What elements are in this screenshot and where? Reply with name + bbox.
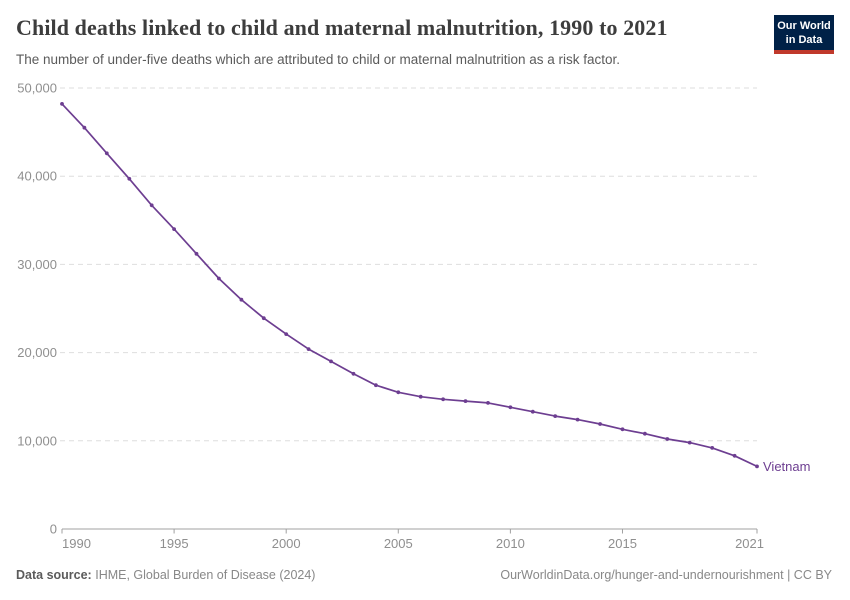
y-axis-label: 30,000 <box>17 257 57 272</box>
data-point[interactable] <box>643 431 647 436</box>
x-axis-label: 2000 <box>272 536 301 551</box>
x-axis-label: 2005 <box>384 536 413 551</box>
y-axis-label: 50,000 <box>17 81 57 96</box>
data-source: Data source: IHME, Global Burden of Dise… <box>16 568 315 582</box>
x-axis-label: 2021 <box>735 536 764 551</box>
data-source-label: Data source: <box>16 568 92 582</box>
data-point[interactable] <box>508 405 513 410</box>
data-point[interactable] <box>60 102 64 106</box>
data-point[interactable] <box>553 414 558 418</box>
data-point[interactable] <box>239 297 244 302</box>
data-point[interactable] <box>486 401 490 405</box>
chart-subtitle: The number of under-five deaths which ar… <box>16 52 621 67</box>
data-point[interactable] <box>710 446 715 450</box>
data-point[interactable] <box>687 440 692 445</box>
data-point[interactable] <box>441 397 445 402</box>
x-axis-label: 1990 <box>62 536 91 551</box>
series-label-vietnam[interactable]: Vietnam <box>763 459 810 474</box>
data-point[interactable] <box>261 316 266 321</box>
y-axis-label: 10,000 <box>17 433 57 448</box>
series-line-vietnam[interactable] <box>61 103 758 468</box>
x-axis-label: 2015 <box>608 536 637 551</box>
chart-title: Child deaths linked to child and materna… <box>16 15 668 40</box>
data-point[interactable] <box>82 125 87 130</box>
data-point[interactable] <box>530 409 535 414</box>
owid-logo-line2: in Data <box>785 34 823 47</box>
data-point[interactable] <box>194 251 199 256</box>
data-point[interactable] <box>732 453 737 458</box>
y-axis-label: 40,000 <box>17 169 57 184</box>
data-point[interactable] <box>149 203 154 208</box>
data-point[interactable] <box>620 427 625 432</box>
data-point[interactable] <box>217 276 221 281</box>
y-axis-label: 0 <box>50 522 57 537</box>
data-source-text: IHME, Global Burden of Disease (2024) <box>95 568 316 582</box>
data-point[interactable] <box>306 347 311 351</box>
data-point[interactable] <box>351 371 356 376</box>
owid-logo-line1: Our World <box>777 20 831 32</box>
y-axis-label: 20,000 <box>17 345 57 360</box>
attribution-link[interactable]: OurWorldinData.org/hunger-and-undernouri… <box>500 568 832 582</box>
data-point[interactable] <box>665 437 670 441</box>
data-point[interactable] <box>127 176 132 181</box>
data-point[interactable] <box>374 383 378 388</box>
x-axis-label: 2010 <box>496 536 525 551</box>
data-point[interactable] <box>104 151 109 156</box>
owid-logo[interactable]: Our World in Data <box>774 15 834 55</box>
data-point[interactable] <box>418 394 423 399</box>
data-point[interactable] <box>575 417 580 422</box>
data-point[interactable] <box>172 227 177 232</box>
data-point[interactable] <box>755 464 759 469</box>
data-point[interactable] <box>284 332 289 336</box>
x-axis-label: 1995 <box>160 536 189 551</box>
data-point[interactable] <box>463 399 468 403</box>
data-point[interactable] <box>329 359 333 364</box>
data-point[interactable] <box>598 422 602 426</box>
data-point[interactable] <box>396 390 401 395</box>
chart-footer: Data source: IHME, Global Burden of Dise… <box>16 568 832 582</box>
